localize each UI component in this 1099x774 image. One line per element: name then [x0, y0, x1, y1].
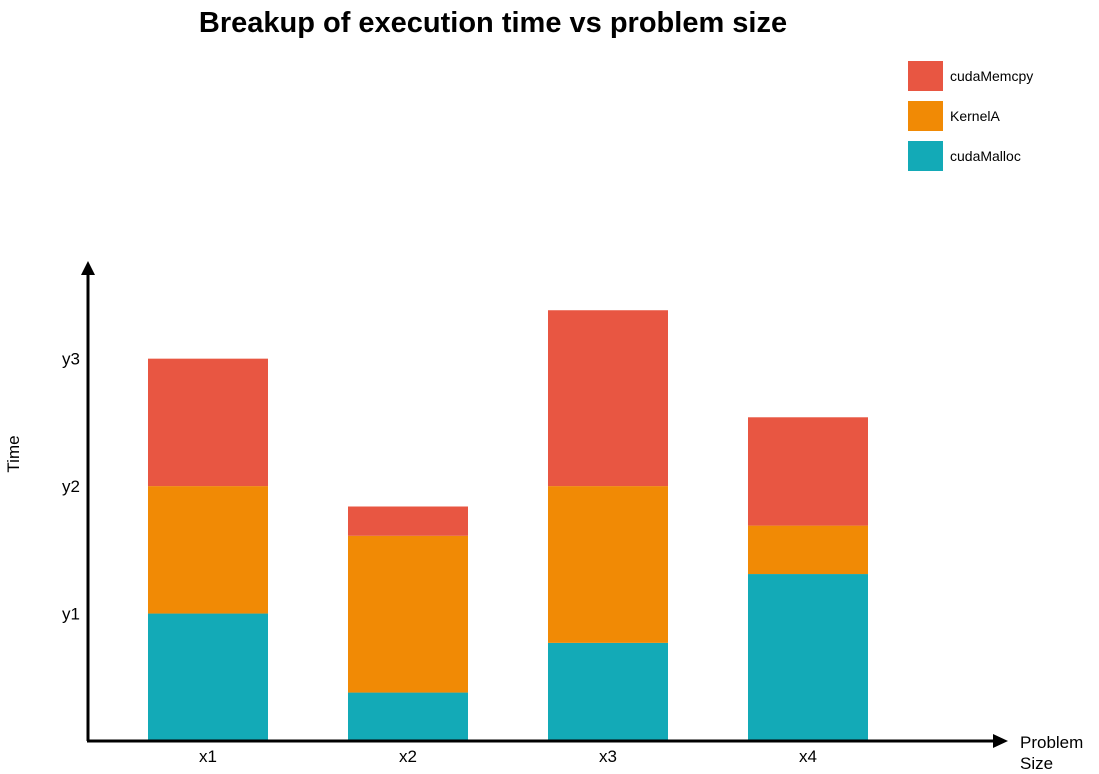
bar-x4-KernelA	[748, 525, 868, 575]
x-axis-label: Problem Size	[1020, 733, 1088, 773]
bar-x1-cudaMalloc	[148, 613, 268, 741]
bar-x4-cudaMemcpy	[748, 417, 868, 526]
bar-x2-cudaMalloc	[348, 692, 468, 741]
x-tick-labels: x1 x2 x3 x4	[199, 747, 817, 766]
bar-x1-KernelA	[148, 486, 268, 614]
bar-x3-cudaMemcpy	[548, 310, 668, 487]
bar-x3-cudaMalloc	[548, 642, 668, 741]
x-tick-label-x4: x4	[799, 747, 817, 766]
legend-swatch-cudaMemcpy	[908, 61, 943, 91]
axes	[81, 261, 1008, 748]
x-axis-arrow-icon	[993, 734, 1008, 748]
bar-x3-KernelA	[548, 486, 668, 643]
legend: cudaMemcpy KernelA cudaMalloc	[908, 61, 1033, 171]
x-axis-label-line-1: Problem	[1020, 733, 1083, 752]
bar-x2-KernelA	[348, 535, 468, 693]
y-tick-label-y1: y1	[62, 605, 80, 624]
x-tick-label-x3: x3	[599, 747, 617, 766]
y-tick-label-y2: y2	[62, 477, 80, 496]
x-tick-label-x2: x2	[399, 747, 417, 766]
y-axis-label: Time	[4, 435, 23, 472]
legend-label-cudaMalloc: cudaMalloc	[950, 148, 1021, 164]
legend-swatch-KernelA	[908, 101, 943, 131]
bars	[148, 310, 868, 741]
y-tick-label-y3: y3	[62, 350, 80, 369]
legend-swatch-cudaMalloc	[908, 141, 943, 171]
x-axis-label-line-2: Size	[1020, 754, 1053, 773]
legend-label-cudaMemcpy: cudaMemcpy	[950, 68, 1033, 84]
y-tick-labels: y1 y2 y3	[62, 350, 80, 624]
bar-x2-cudaMemcpy	[348, 506, 468, 536]
chart-title: Breakup of execution time vs problem siz…	[199, 7, 787, 39]
y-axis-arrow-icon	[81, 261, 95, 275]
legend-label-KernelA: KernelA	[950, 108, 1000, 124]
x-tick-label-x1: x1	[199, 747, 217, 766]
bar-x4-cudaMalloc	[748, 574, 868, 741]
bar-x1-cudaMemcpy	[148, 358, 268, 487]
